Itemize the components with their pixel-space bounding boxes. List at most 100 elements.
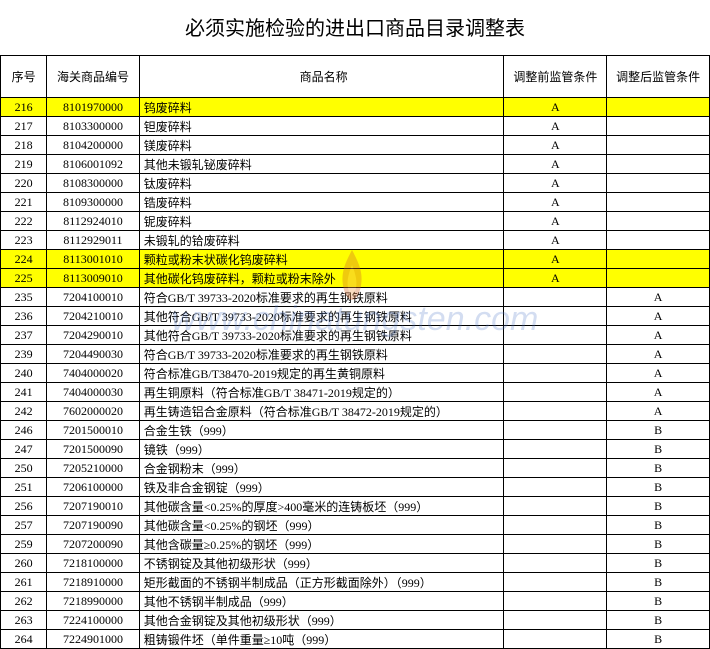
table-row: 2367204210010其他符合GB/T 39733-2020标准要求的再生钢… [1, 307, 710, 326]
cell-after: B [607, 478, 710, 497]
cell-code: 8103300000 [47, 117, 139, 136]
cell-before [504, 402, 607, 421]
cell-seq: 221 [1, 193, 47, 212]
cell-after: B [607, 516, 710, 535]
cell-after [607, 250, 710, 269]
cell-code: 7207200090 [47, 535, 139, 554]
cell-name: 其他合金钢锭及其他初级形状（999） [139, 611, 504, 630]
cell-code: 7201500090 [47, 440, 139, 459]
cell-seq: 239 [1, 345, 47, 364]
cell-after: B [607, 554, 710, 573]
cell-before [504, 592, 607, 611]
table-row: 2647224901000粗铸锻件坯（单件重量≥10吨（999）B [1, 630, 710, 649]
cell-code: 7224901000 [47, 630, 139, 649]
cell-seq: 219 [1, 155, 47, 174]
table-row: 2178103300000钽废碎料A [1, 117, 710, 136]
cell-seq: 246 [1, 421, 47, 440]
cell-code: 7206100000 [47, 478, 139, 497]
cell-name: 再生铸造铝合金原料（符合标准GB/T 38472-2019规定的） [139, 402, 504, 421]
cell-after: A [607, 326, 710, 345]
cell-code: 7201500010 [47, 421, 139, 440]
cell-name: 其他不锈钢半制成品（999） [139, 592, 504, 611]
cell-before [504, 630, 607, 649]
cell-seq: 217 [1, 117, 47, 136]
cell-seq: 250 [1, 459, 47, 478]
cell-name: 铌废碎料 [139, 212, 504, 231]
cell-code: 8112924010 [47, 212, 139, 231]
cell-before: A [504, 250, 607, 269]
cell-code: 7207190090 [47, 516, 139, 535]
cell-seq: 218 [1, 136, 47, 155]
cell-code: 8112929011 [47, 231, 139, 250]
cell-name: 合金生铁（999） [139, 421, 504, 440]
cell-name: 不锈钢锭及其他初级形状（999） [139, 554, 504, 573]
cell-name: 其他碳含量<0.25%的钢坯（999） [139, 516, 504, 535]
cell-after: A [607, 307, 710, 326]
cell-after: B [607, 573, 710, 592]
cell-before [504, 478, 607, 497]
cell-name: 其他碳含量<0.25%的厚度>400毫米的连铸板坯（999） [139, 497, 504, 516]
page-title: 必须实施检验的进出口商品目录调整表 [0, 0, 710, 55]
cell-name: 铁及非合金钢锭（999） [139, 478, 504, 497]
cell-before: A [504, 136, 607, 155]
table-row: 2248113001010颗粒或粉末状碳化钨废碎料A [1, 250, 710, 269]
cell-seq: 257 [1, 516, 47, 535]
cell-seq: 225 [1, 269, 47, 288]
cell-code: 7205210000 [47, 459, 139, 478]
header-name: 商品名称 [139, 56, 504, 98]
table-row: 2188104200000镁废碎料A [1, 136, 710, 155]
cell-after [607, 231, 710, 250]
table-row: 2417404000030再生铜原料（符合标准GB/T 38471-2019规定… [1, 383, 710, 402]
cell-seq: 262 [1, 592, 47, 611]
cell-before: A [504, 174, 607, 193]
table-row: 2467201500010合金生铁（999）B [1, 421, 710, 440]
cell-before: A [504, 193, 607, 212]
cell-before: A [504, 212, 607, 231]
cell-name: 颗粒或粉末状碳化钨废碎料 [139, 250, 504, 269]
cell-code: 7204100010 [47, 288, 139, 307]
cell-before [504, 573, 607, 592]
header-before: 调整前监管条件 [504, 56, 607, 98]
cell-name: 其他符合GB/T 39733-2020标准要求的再生钢铁原料 [139, 326, 504, 345]
cell-seq: 251 [1, 478, 47, 497]
cell-after: A [607, 364, 710, 383]
cell-before: A [504, 98, 607, 117]
cell-before: A [504, 231, 607, 250]
table-row: 2517206100000铁及非合金钢锭（999） B [1, 478, 710, 497]
cell-name: 矩形截面的不锈钢半制成品（正方形截面除外）（999） [139, 573, 504, 592]
cell-after [607, 212, 710, 231]
cell-code: 8113009010 [47, 269, 139, 288]
header-seq: 序号 [1, 56, 47, 98]
cell-after: B [607, 611, 710, 630]
cell-before [504, 421, 607, 440]
cell-code: 7218910000 [47, 573, 139, 592]
cell-after: A [607, 288, 710, 307]
table-row: 2507205210000合金钢粉末（999）B [1, 459, 710, 478]
cell-after: A [607, 402, 710, 421]
cell-code: 8108300000 [47, 174, 139, 193]
cell-name: 符合GB/T 39733-2020标准要求的再生钢铁原料 [139, 288, 504, 307]
header-after: 调整后监管条件 [607, 56, 710, 98]
cell-seq: 235 [1, 288, 47, 307]
cell-before: A [504, 155, 607, 174]
table-row: 2238112929011未锻轧的铪废碎料A [1, 231, 710, 250]
cell-seq: 242 [1, 402, 47, 421]
cell-before: A [504, 269, 607, 288]
cell-after: A [607, 345, 710, 364]
cell-after [607, 136, 710, 155]
cell-seq: 224 [1, 250, 47, 269]
table-row: 2637224100000其他合金钢锭及其他初级形状（999） B [1, 611, 710, 630]
cell-code: 7204290010 [47, 326, 139, 345]
cell-seq: 220 [1, 174, 47, 193]
table-row: 2258113009010其他碳化钨废碎料，颗粒或粉末除外A [1, 269, 710, 288]
table-row: 2567207190010其他碳含量<0.25%的厚度>400毫米的连铸板坯（9… [1, 497, 710, 516]
cell-code: 8101970000 [47, 98, 139, 117]
cell-name: 符合GB/T 39733-2020标准要求的再生钢铁原料 [139, 345, 504, 364]
cell-after: B [607, 459, 710, 478]
cell-name: 其他含碳量≥0.25%的钢坯（999） [139, 535, 504, 554]
table-row: 2477201500090镜铁（999）B [1, 440, 710, 459]
cell-code: 8113001010 [47, 250, 139, 269]
cell-code: 7224100000 [47, 611, 139, 630]
cell-name: 其他未锻轧铋废碎料 [139, 155, 504, 174]
cell-seq: 263 [1, 611, 47, 630]
